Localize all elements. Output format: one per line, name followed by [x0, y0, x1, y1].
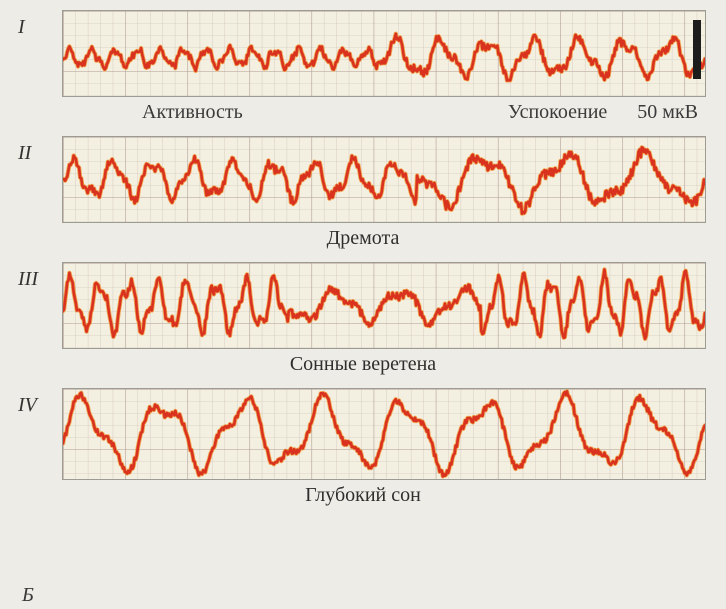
- strip-wrap: [62, 10, 706, 97]
- row-caption: Активность Успокоение 50 мкВ: [62, 101, 706, 124]
- row-numeral: IV: [18, 394, 37, 417]
- eeg-row: III Сонные веретена: [20, 262, 706, 376]
- eeg-row: II Дремота: [20, 136, 706, 250]
- calibration-bar: [693, 20, 701, 80]
- eeg-strip: [62, 262, 706, 349]
- row-numeral: III: [18, 268, 38, 291]
- row-numeral: I: [18, 16, 25, 39]
- eeg-svg: [63, 11, 705, 96]
- eeg-row: IV Глубокий сон: [20, 388, 706, 507]
- row-caption: Сонные веретена: [20, 353, 706, 376]
- eeg-svg: [63, 389, 705, 479]
- strip-wrap: [62, 262, 706, 349]
- eeg-figure: I Активность Успокоение 50 мкВ II: [0, 0, 726, 609]
- row-numeral: II: [18, 142, 31, 165]
- caption-right: Успокоение: [508, 101, 607, 124]
- calibration-label: 50 мкВ: [637, 101, 698, 124]
- panel-label-b: Б: [22, 584, 34, 607]
- eeg-svg: [63, 137, 705, 222]
- strip-wrap: [62, 388, 706, 480]
- eeg-strip: [62, 136, 706, 223]
- caption-left: Активность: [142, 101, 243, 124]
- strip-wrap: [62, 136, 706, 223]
- eeg-strip: [62, 388, 706, 480]
- eeg-strip: [62, 10, 706, 97]
- row-caption: Глубокий сон: [20, 484, 706, 507]
- row-caption: Дремота: [20, 227, 706, 250]
- eeg-row: I Активность Успокоение 50 мкВ: [20, 10, 706, 124]
- rows-container: I Активность Успокоение 50 мкВ II: [20, 10, 706, 507]
- eeg-svg: [63, 263, 705, 348]
